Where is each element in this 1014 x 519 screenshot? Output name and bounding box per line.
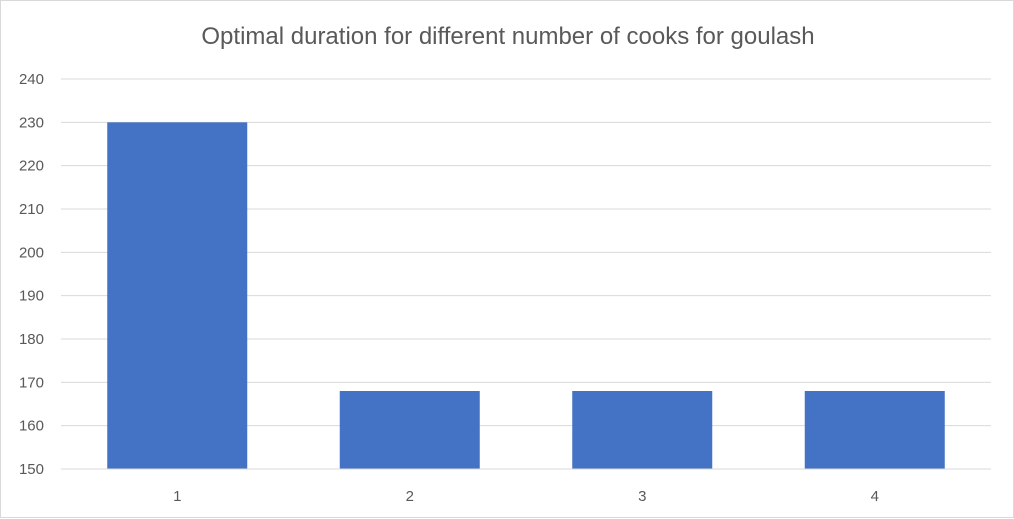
x-tick-label: 1	[173, 488, 181, 505]
x-tick-label: 3	[638, 488, 646, 505]
bar-4	[804, 391, 945, 469]
x-tick-label: 2	[406, 488, 414, 505]
y-tick-label: 170	[19, 374, 44, 391]
y-tick-label: 210	[19, 201, 44, 218]
chart-title: Optimal duration for different number of…	[201, 23, 815, 50]
y-tick-label: 240	[19, 71, 44, 88]
y-tick-label: 160	[19, 418, 44, 435]
y-tick-label: 230	[19, 114, 44, 131]
x-tick-label: 4	[871, 488, 879, 505]
y-tick-label: 200	[19, 244, 44, 261]
y-tick-label: 190	[19, 288, 44, 305]
y-tick-label: 220	[19, 158, 44, 175]
y-tick-label: 180	[19, 331, 44, 348]
bar-3	[572, 391, 713, 469]
y-tick-label: 150	[19, 461, 44, 478]
bar-2	[339, 391, 480, 469]
bar-1	[107, 122, 248, 469]
